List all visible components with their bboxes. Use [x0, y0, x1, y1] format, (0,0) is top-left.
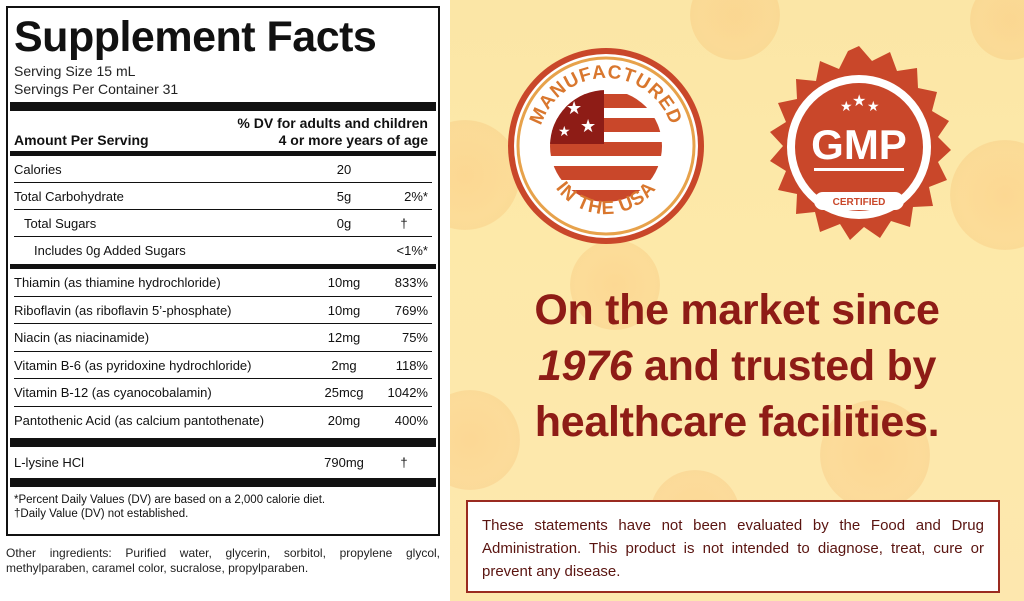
nutrient-amount: 25mcg — [324, 385, 364, 400]
facts-row-l-lysine: L-lysine HCl 790mg † — [14, 447, 432, 478]
dv-header-line1: % DV for adults and children — [237, 115, 428, 131]
badge-gmp-subtext: CERTIFIED — [833, 197, 886, 208]
facts-row-pantothenic-acid: Pantothenic Acid (as calcium pantothenat… — [14, 407, 432, 435]
nutrient-name: Thiamin (as thiamine hydrochloride) — [14, 275, 221, 290]
facts-row-total-carbohydrate: Total Carbohydrate 5g 2%* — [14, 183, 432, 210]
badge-gmp-text: GMP — [811, 121, 907, 168]
nutrient-name: Niacin (as niacinamide) — [14, 330, 150, 345]
nutrient-dv: 833% — [394, 275, 428, 290]
headline-line2-rest: and trusted by — [632, 342, 937, 390]
supplement-facts-label: Supplement Facts Serving Size 15 mL Serv… — [6, 6, 440, 536]
nutrient-name: Vitamin B-12 (as cyanocobalamin) — [14, 385, 212, 400]
facts-row-added-sugars: Includes 0g Added Sugars <1%* — [14, 237, 432, 264]
nutrient-dv: 75% — [401, 330, 428, 345]
svg-text:★: ★ — [580, 116, 596, 137]
divider-thick — [10, 438, 436, 447]
nutrient-amount: 10mg — [327, 275, 361, 290]
dv-header: % DV for adults and children 4 or more y… — [237, 115, 428, 149]
facts-row-riboflavin: Riboflavin (as riboflavin 5’-phosphate) … — [14, 297, 432, 324]
nutrient-name: Calories — [14, 162, 62, 177]
svg-text:★: ★ — [867, 99, 880, 115]
nutrient-dv: 769% — [394, 302, 428, 318]
headline-line3: healthcare facilities. — [534, 398, 940, 446]
svg-text:★: ★ — [840, 99, 853, 115]
dv-header-line2: 4 or more years of age — [278, 132, 428, 148]
facts-row-vitamin-b12: Vitamin B-12 (as cyanocobalamin) 25mcg 1… — [14, 379, 432, 407]
nutrient-amount: 10mg — [327, 302, 361, 318]
seal-icon: ★ ★ ★ — [770, 46, 951, 240]
promo-panel: ★ ★ ★ MANUFACTURED IN THE USA ★ ★ ★ — [450, 0, 1024, 601]
nutrient-dv: <1%* — [396, 243, 428, 258]
orange-slice-decoration — [820, 400, 930, 510]
facts-row-total-sugars: Total Sugars 0g † — [14, 210, 432, 237]
facts-row-niacin: Niacin (as niacinamide) 12mg 75% — [14, 324, 432, 352]
headline: On the market since 1976 and trusted by … — [450, 282, 1024, 450]
nutrient-name: Total Sugars — [24, 216, 97, 231]
nutrient-amount: 20mg — [327, 412, 361, 428]
divider-thick — [10, 102, 436, 111]
made-in-usa-badge: ★ ★ ★ MANUFACTURED IN THE USA — [508, 48, 704, 244]
divider-thick — [10, 478, 436, 487]
svg-text:★: ★ — [558, 124, 571, 140]
facts-row-vitamin-b6: Vitamin B-6 (as pyridoxine hydrochloride… — [14, 352, 432, 379]
nutrient-amount: 2mg — [331, 357, 357, 373]
nutrient-dv: 1042% — [387, 385, 428, 400]
other-ingredients: Other ingredients: Purified water, glyce… — [6, 546, 440, 575]
divider-medium — [10, 151, 436, 156]
nutrient-name: Total Carbohydrate — [14, 189, 124, 204]
fda-disclaimer: These statements have not been evaluated… — [466, 500, 1000, 593]
nutrient-amount: 0g — [336, 216, 352, 231]
amount-per-serving-label: Amount Per Serving — [14, 132, 149, 148]
supplement-facts-panel: Supplement Facts Serving Size 15 mL Serv… — [0, 0, 450, 601]
facts-footnotes: *Percent Daily Values (DV) are based on … — [14, 493, 432, 521]
headline-year: 1976 — [537, 342, 633, 390]
facts-title: Supplement Facts — [14, 13, 377, 61]
divider-medium — [10, 264, 436, 269]
nutrient-name: Riboflavin (as riboflavin 5’-phosphate) — [14, 302, 232, 318]
orange-slice-decoration — [970, 0, 1024, 60]
nutrient-dv: † — [400, 455, 408, 470]
facts-header-row: Amount Per Serving % DV for adults and c… — [14, 111, 432, 151]
nutrient-amount: 12mg — [327, 330, 361, 345]
svg-text:★: ★ — [566, 98, 582, 119]
nutrient-dv: † — [400, 216, 408, 231]
nutrient-dv: 118% — [395, 357, 428, 373]
nutrient-amount: 5g — [336, 189, 352, 204]
footnote-percent-dv: *Percent Daily Values (DV) are based on … — [14, 494, 326, 506]
headline-line1: On the market since — [534, 286, 940, 334]
headline-line2: 1976 and trusted by — [450, 338, 1024, 394]
gmp-certified-badge: ★ ★ ★ GMP CERTIFIED — [756, 44, 962, 250]
nutrient-amount: 790mg — [324, 455, 364, 470]
orange-slice-decoration — [570, 240, 660, 330]
serving-size: Serving Size 15 mL — [14, 63, 136, 79]
nutrient-dv: 400% — [394, 412, 428, 428]
facts-row-thiamin: Thiamin (as thiamine hydrochloride) 10mg… — [14, 269, 432, 297]
footnote-dv-not-established: †Daily Value (DV) not established. — [14, 508, 189, 520]
servings-per-container: Servings Per Container 31 — [14, 81, 179, 97]
usa-flag-icon: ★ ★ ★ — [550, 90, 662, 202]
nutrient-amount: 20 — [336, 162, 352, 177]
facts-row-calories: Calories 20 — [14, 156, 432, 183]
nutrient-name: Includes 0g Added Sugars — [34, 243, 186, 258]
svg-text:★: ★ — [852, 91, 866, 110]
nutrient-name: Pantothenic Acid (as calcium pantothenat… — [14, 412, 265, 428]
nutrient-name: Vitamin B-6 (as pyridoxine hydrochloride… — [14, 357, 252, 373]
nutrient-name: L-lysine HCl — [14, 455, 85, 470]
nutrient-dv: 2%* — [404, 189, 428, 204]
